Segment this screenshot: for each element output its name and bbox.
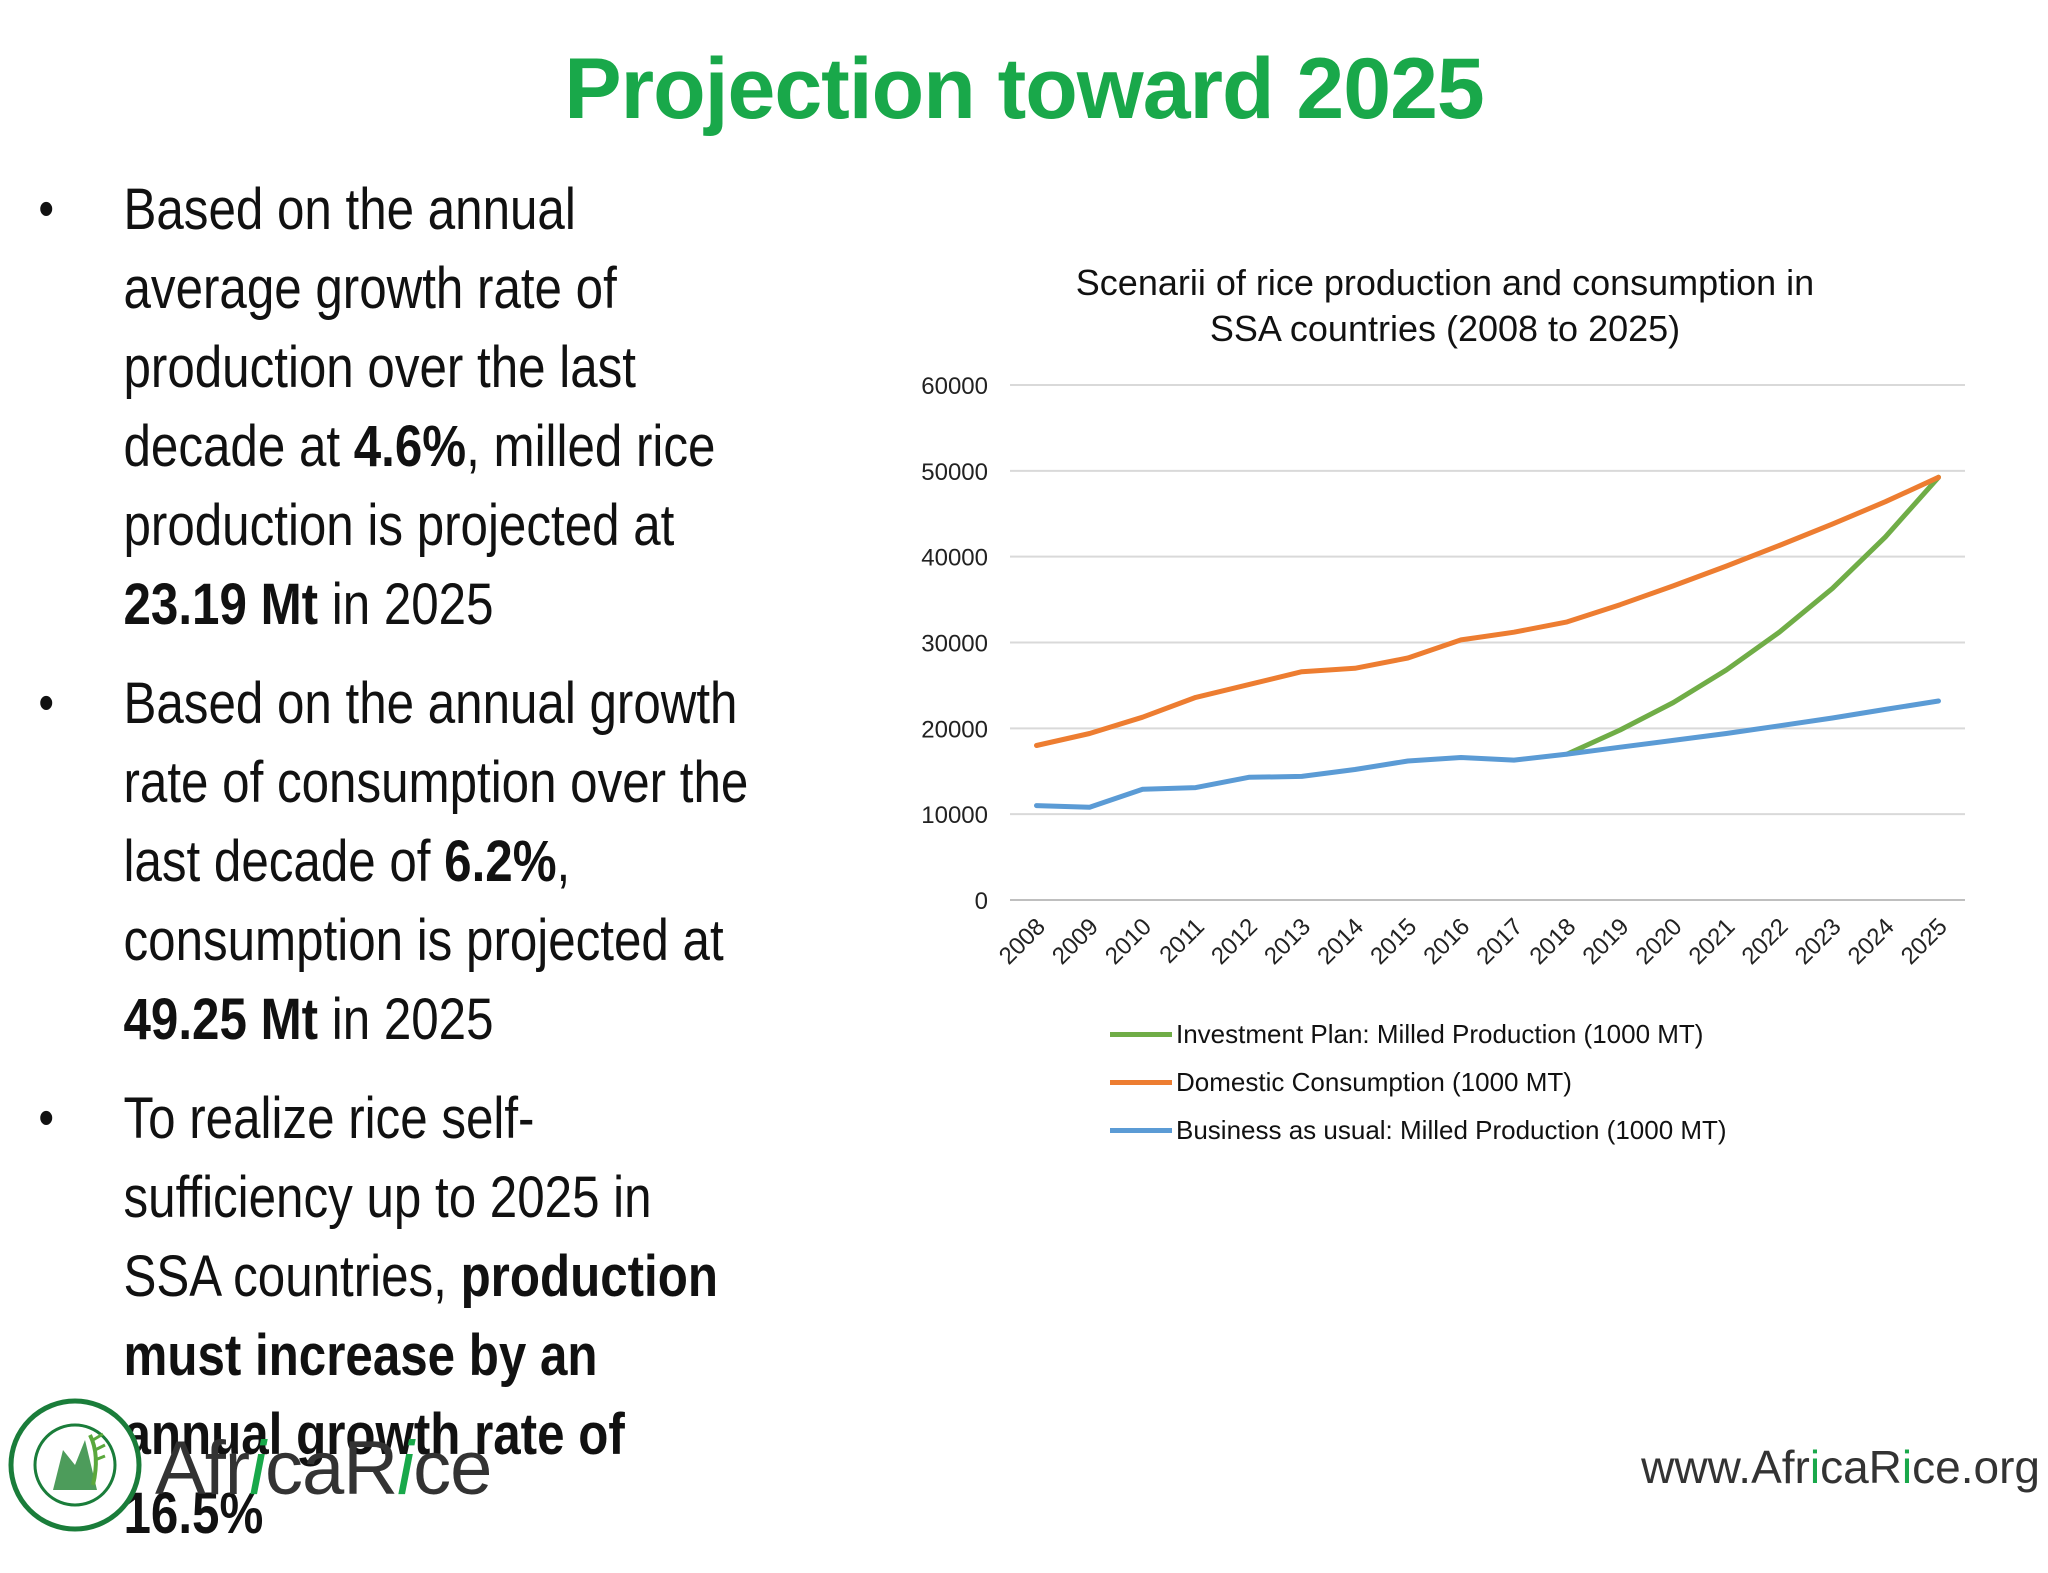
bullet-text: Based on the annual average growth rate … xyxy=(123,177,636,479)
africarice-emblem-icon xyxy=(8,1398,142,1532)
bullet-text-bold: 6.2% xyxy=(444,829,557,894)
x-tick-label: 2022 xyxy=(1737,913,1794,970)
x-tick-label: 2023 xyxy=(1790,913,1847,970)
chart-title-line-1: Scenarii of rice production and consumpt… xyxy=(1075,262,1815,303)
legend-swatch xyxy=(1110,1127,1172,1133)
y-tick-label: 30000 xyxy=(921,631,988,658)
y-tick-label: 0 xyxy=(975,888,988,915)
website-link[interactable]: www.AfricaRice.org xyxy=(1641,1441,2040,1493)
x-tick-label: 2021 xyxy=(1684,913,1741,970)
x-tick-label: 2019 xyxy=(1578,913,1635,970)
y-tick-label: 50000 xyxy=(921,459,988,486)
series-line-1 xyxy=(1034,474,1941,748)
x-tick-label: 2012 xyxy=(1206,913,1263,970)
x-tick-label: 2024 xyxy=(1843,913,1900,970)
legend-item: Business as usual: Milled Production (10… xyxy=(1110,1106,1727,1154)
x-tick-label: 2018 xyxy=(1524,913,1581,970)
chart-container: Scenarii of rice production and consumpt… xyxy=(870,240,2020,1160)
africarice-wordmark: AfricaRice xyxy=(155,1426,492,1511)
x-tick-label: 2015 xyxy=(1365,913,1422,970)
bullet-marker: • xyxy=(38,1089,54,1147)
line-chart: 0100002000030000400005000060000200820092… xyxy=(921,373,1965,970)
bullet-item: • To realize rice self-sufficiency up to … xyxy=(30,1079,753,1553)
bullet-text-bold: 23.19 Mt xyxy=(123,572,319,637)
y-tick-label: 10000 xyxy=(921,802,988,829)
series-line-2 xyxy=(1034,698,1941,810)
x-tick-label: 2025 xyxy=(1896,913,1953,970)
series-line-0 xyxy=(1564,474,1941,757)
bullet-text: in 2025 xyxy=(318,987,494,1052)
legend-item: Domestic Consumption (1000 MT) xyxy=(1110,1058,1727,1106)
x-tick-label: 2016 xyxy=(1418,913,1475,970)
legend-swatch xyxy=(1110,1079,1172,1085)
bullet-marker: • xyxy=(38,674,54,732)
x-tick-label: 2009 xyxy=(1047,913,1104,970)
x-tick-label: 2010 xyxy=(1100,913,1157,970)
legend-label: Domestic Consumption (1000 MT) xyxy=(1176,1066,1572,1097)
chart-title: Scenarii of rice production and consumpt… xyxy=(870,260,2020,352)
x-tick-label: 2008 xyxy=(994,913,1051,970)
x-tick-label: 2020 xyxy=(1631,913,1688,970)
legend-item: Investment Plan: Milled Production (1000… xyxy=(1110,1010,1727,1058)
y-tick-label: 20000 xyxy=(921,716,988,743)
x-tick-label: 2017 xyxy=(1471,913,1528,970)
legend-swatch xyxy=(1110,1031,1172,1037)
africarice-logo: AfricaRice xyxy=(5,1395,492,1535)
bullet-item: • Based on the annual growth rate of cons… xyxy=(30,664,753,1059)
legend-label: Business as usual: Milled Production (10… xyxy=(1176,1114,1727,1145)
bullet-text: in 2025 xyxy=(318,572,494,637)
bullet-text-bold: 4.6% xyxy=(353,414,467,479)
y-tick-label: 40000 xyxy=(921,545,988,572)
x-tick-label: 2014 xyxy=(1312,913,1369,970)
bullet-list: • Based on the annual average growth rate… xyxy=(30,170,753,1573)
bullet-text-bold: production must increase by an annual gr… xyxy=(123,1244,718,1546)
bullet-text: To realize rice self-sufficiency up to 2… xyxy=(123,1086,652,1309)
bullet-marker: • xyxy=(38,180,54,238)
x-tick-label: 2013 xyxy=(1259,913,1316,970)
bullet-text: , milled rice production is projected at xyxy=(123,414,716,558)
legend-label: Investment Plan: Milled Production (1000… xyxy=(1176,1018,1704,1049)
chart-title-line-2: SSA countries (2008 to 2025) xyxy=(1209,308,1681,349)
bullet-text: , consumption is projected at xyxy=(123,829,724,973)
bullet-text-bold: 49.25 Mt xyxy=(123,987,319,1052)
slide-title: Projection toward 2025 xyxy=(564,41,1485,137)
y-tick-label: 60000 xyxy=(921,373,988,400)
bullet-text: Based on the annual growth rate of consu… xyxy=(123,671,749,894)
chart-legend: Investment Plan: Milled Production (1000… xyxy=(1110,1010,1727,1154)
x-tick-label: 2011 xyxy=(1154,913,1210,969)
bullet-item: • Based on the annual average growth rate… xyxy=(30,170,753,644)
